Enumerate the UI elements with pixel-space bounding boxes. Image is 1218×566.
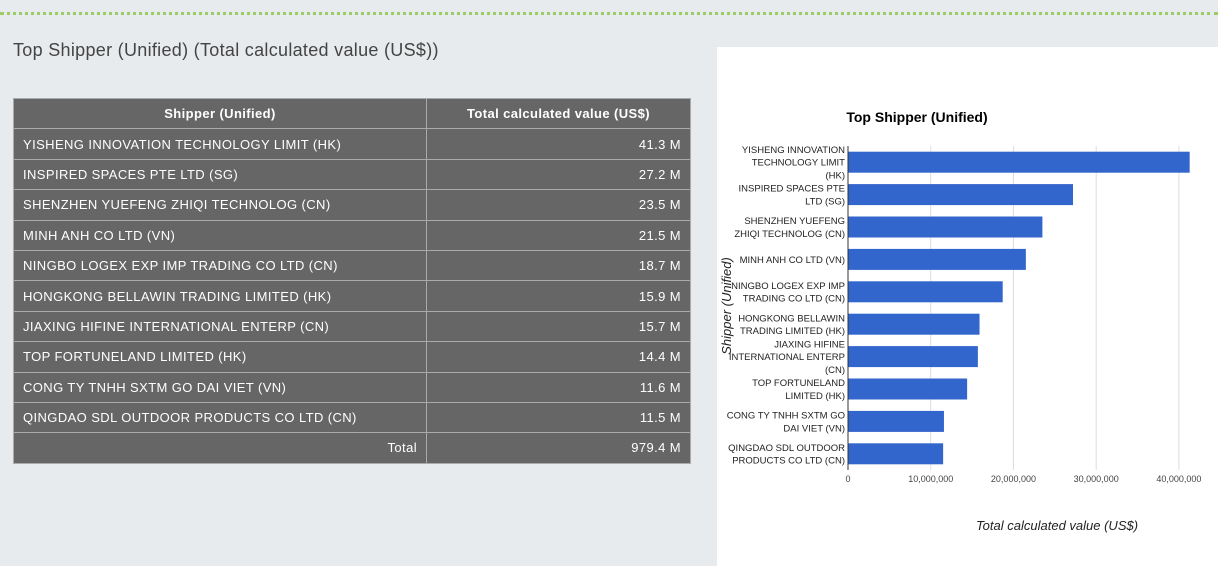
total-row: Total 979.4 M (13, 432, 691, 464)
section-title: Top Shipper (Unified) (Total calculated … (13, 40, 439, 60)
y-axis-title: Shipper (Unified) (719, 257, 734, 355)
header-row: Shipper (Unified) Total calculated value … (13, 97, 691, 130)
y-tick-label: YISHENG INNOVATION TECHNOLOGY LIMIT (HK) (742, 145, 845, 182)
shipper-cell: QINGDAO SDL OUTDOOR PRODUCTS CO LTD (CN) (13, 401, 427, 434)
chart-title: Top Shipper (Unified) (846, 109, 987, 125)
bar (848, 248, 1026, 270)
value-cell: 14.4 M (426, 341, 691, 373)
table-row: NINGBO LOGEX EXP IMP TRADING CO LTD (CN)… (13, 249, 691, 282)
table-row: MINH ANH CO LTD (VN) 21.5 M (13, 219, 691, 251)
bar (848, 281, 1003, 303)
bar (848, 184, 1074, 206)
bar (848, 313, 980, 335)
shipper-cell: TOP FORTUNELAND LIMITED (HK) (13, 341, 427, 373)
table-row: INSPIRED SPACES PTE LTD (SG) 27.2 M (13, 158, 691, 191)
y-tick-label: TOP FORTUNELAND LIMITED (HK) (752, 378, 845, 402)
shipper-cell: HONGKONG BELLAWIN TRADING LIMITED (HK) (13, 280, 427, 312)
shipper-cell: INSPIRED SPACES PTE LTD (SG) (13, 158, 427, 191)
x-tick-label: 20,000,000 (991, 474, 1036, 484)
y-tick-label: QINGDAO SDL OUTDOOR PRODUCTS CO LTD (CN) (728, 443, 845, 467)
bar (848, 443, 944, 465)
shipper-cell: MINH ANH CO LTD (VN) (13, 219, 427, 251)
table-row: SHENZHEN YUEFENG ZHIQI TECHNOLOG (CN) 23.… (13, 189, 691, 221)
bar (848, 216, 1043, 238)
shipper-cell: JIAXING HIFINE INTERNATIONAL ENTERP (CN) (13, 310, 427, 343)
value-cell: 11.6 M (426, 371, 691, 403)
value-cell: 18.7 M (426, 249, 691, 282)
shipper-cell: NINGBO LOGEX EXP IMP TRADING CO LTD (CN) (13, 249, 427, 282)
divider (0, 12, 1218, 15)
y-tick-label: CONG TY TNHH SXTM GO DAI VIET (VN) (727, 411, 845, 435)
value-cell: 15.9 M (426, 280, 691, 312)
y-tick-label: JIAXING HIFINE INTERNATIONAL ENTERP (CN) (729, 339, 845, 376)
x-tick-label: 0 (845, 474, 850, 484)
bar (848, 410, 944, 432)
column-header: Total calculated value (US$) (426, 97, 691, 130)
table-row: TOP FORTUNELAND LIMITED (HK) 14.4 M (13, 341, 691, 373)
shipper-cell: YISHENG INNOVATION TECHNOLOGY LIMIT (HK) (13, 128, 427, 160)
y-tick-label: NINGBO LOGEX EXP IMP TRADING CO LTD (CN) (731, 281, 845, 305)
value-cell: 41.3 M (426, 128, 691, 160)
bar (848, 378, 968, 400)
x-tick-label: 10,000,000 (908, 474, 953, 484)
y-tick-label: HONGKONG BELLAWIN TRADING LIMITED (HK) (738, 313, 845, 337)
total-label: Total (13, 432, 427, 464)
column-header: Shipper (Unified) (13, 97, 427, 130)
bar (848, 346, 978, 368)
y-tick-label: INSPIRED SPACES PTE LTD (SG) (739, 184, 845, 208)
value-cell: 11.5 M (426, 401, 691, 434)
table-row: YISHENG INNOVATION TECHNOLOGY LIMIT (HK)… (13, 128, 691, 160)
x-axis-title: Total calculated value (US$) (976, 518, 1138, 533)
data-table: Shipper (Unified) Total calculated value … (13, 97, 691, 464)
value-cell: 27.2 M (426, 158, 691, 191)
chart-panel (717, 47, 1218, 566)
x-tick-label: 40,000,000 (1156, 474, 1201, 484)
x-tick-label: 30,000,000 (1074, 474, 1119, 484)
total-value: 979.4 M (426, 432, 691, 464)
table-row: CONG TY TNHH SXTM GO DAI VIET (VN) 11.6 M (13, 371, 691, 403)
table-row: QINGDAO SDL OUTDOOR PRODUCTS CO LTD (CN)… (13, 401, 691, 434)
y-tick-label: MINH ANH CO LTD (VN) (740, 255, 845, 266)
value-cell: 23.5 M (426, 189, 691, 221)
table-row: HONGKONG BELLAWIN TRADING LIMITED (HK) 15… (13, 280, 691, 312)
shipper-cell: SHENZHEN YUEFENG ZHIQI TECHNOLOG (CN) (13, 189, 427, 221)
y-tick-label: SHENZHEN YUEFENG ZHIQI TECHNOLOG (CN) (734, 216, 845, 240)
bar (848, 151, 1190, 173)
value-cell: 21.5 M (426, 219, 691, 251)
shipper-cell: CONG TY TNHH SXTM GO DAI VIET (VN) (13, 371, 427, 403)
